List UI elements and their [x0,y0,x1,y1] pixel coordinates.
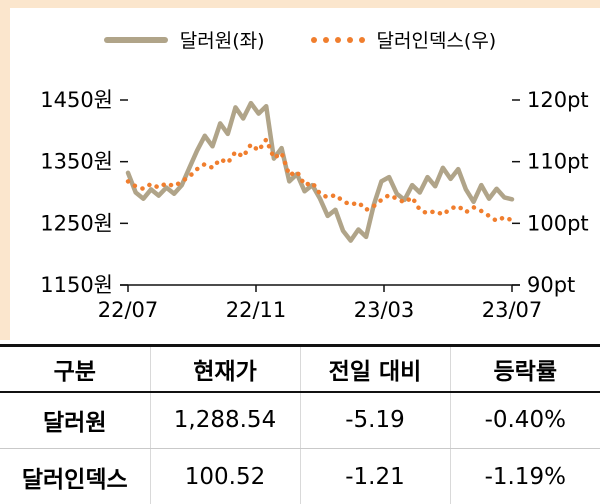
frame-left-border [0,0,10,340]
left-axis-label: 1150원 [40,273,113,297]
usdkrw-label: 달러원 [0,391,150,449]
header-category: 구분 [0,345,150,393]
header-current-price: 현재가 [149,345,300,393]
legend-label-dollarindex: 달러인덱스(우) [376,30,497,52]
x-axis-label: 23/03 [354,298,415,322]
x-axis-label: 22/07 [98,298,159,322]
dollarindex-current: 100.52 [149,448,300,504]
table-row-dollarindex: 달러인덱스 100.52 -1.21 -1.19% [0,448,600,504]
fx-summary-table: 구분 현재가 전일 대비 등락률 달러원 1,288.54 -5.19 -0.4… [0,344,600,504]
usdkrw-change: -5.19 [299,391,450,449]
right-axis-label: 100pt [527,211,589,235]
chart-legend: 달러원(좌) 달러인덱스(우) [0,26,600,53]
left-axis-label: 1450원 [40,88,113,112]
table-row-usdkrw: 달러원 1,288.54 -5.19 -0.40% [0,391,600,449]
usdkrw-current: 1,288.54 [149,391,300,449]
x-axis-label: 22/11 [226,298,287,322]
header-day-change: 전일 대비 [299,345,450,393]
legend-label-usdkrw: 달러원(좌) [179,30,265,52]
frame-top-border [0,0,600,8]
dollarindex-dots-sample-icon [310,36,365,43]
usdkrw-line-sample-icon [103,36,168,43]
dollarindex-change-rate: -1.19% [449,448,600,504]
header-change-rate: 등락률 [449,345,600,393]
dollarindex-change: -1.21 [299,448,450,504]
legend-item-usdkrw: 달러원(좌) [103,26,265,53]
dollarindex-label: 달러인덱스 [0,448,150,504]
right-axis-label: 110pt [527,150,589,174]
right-axis-label: 120pt [527,88,589,112]
dollar-index-line [125,137,515,224]
table-header-row: 구분 현재가 전일 대비 등락률 [0,345,600,393]
left-axis-label: 1250원 [40,211,113,235]
right-axis-label: 90pt [527,273,575,297]
usdkrw-line [125,100,515,243]
left-axis-label: 1350원 [40,150,113,174]
legend-item-dollarindex: 달러인덱스(우) [310,26,497,53]
x-axis-label: 23/07 [482,298,543,322]
usdkrw-change-rate: -0.40% [449,391,600,449]
fx-line-chart: 1450원1350원1250원1150원120pt110pt100pt90pt2… [40,88,589,322]
